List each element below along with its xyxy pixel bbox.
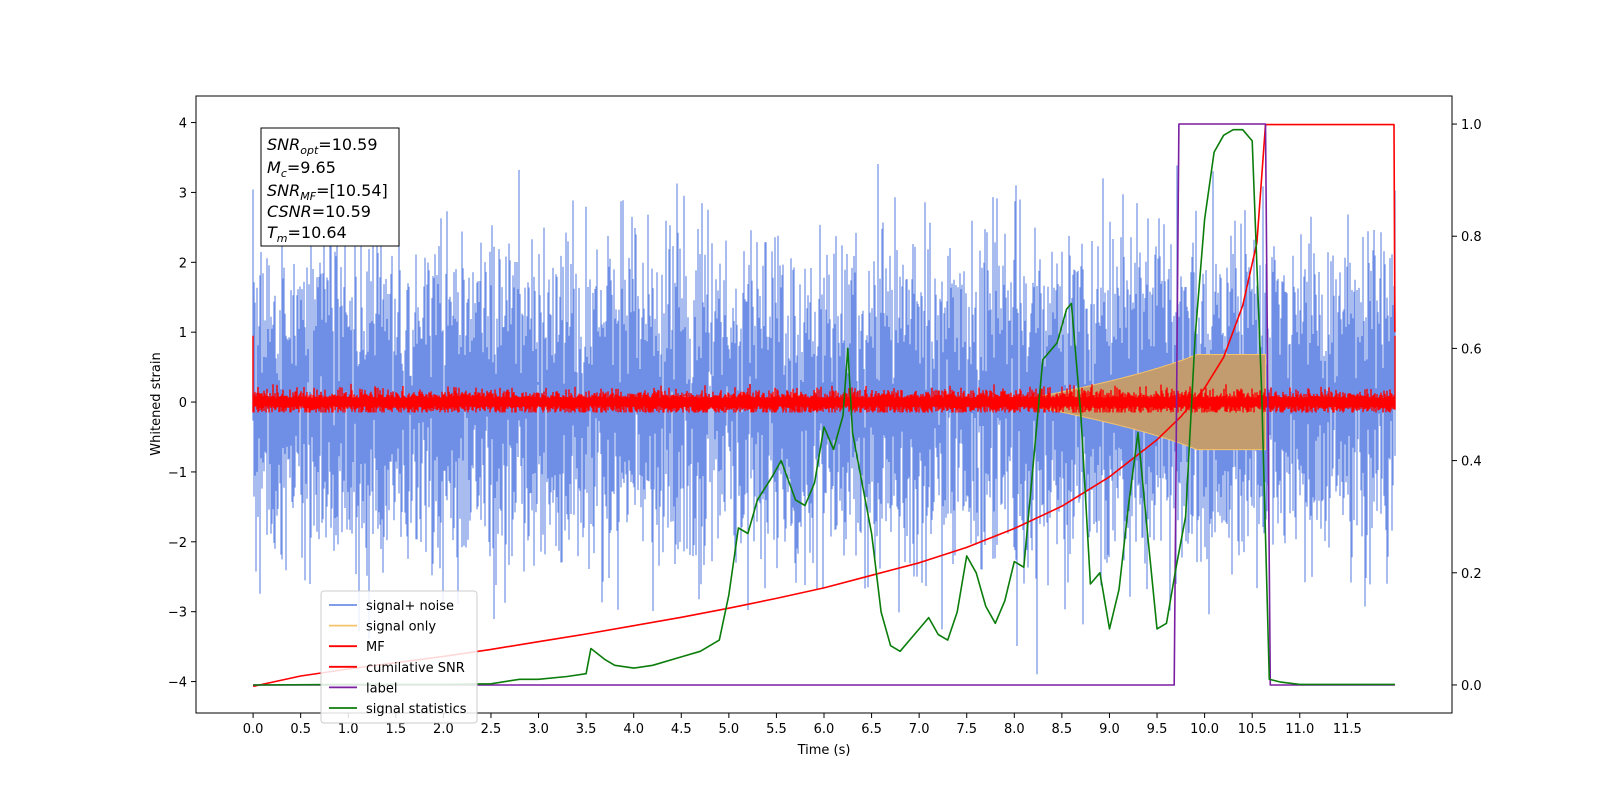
annotation-snr-opt: SNRopt=10.59 (267, 135, 378, 157)
y-tick-label: 4 (179, 117, 187, 132)
x-tick-label: 9.0 (1099, 722, 1120, 737)
y-tick-label: −1 (168, 466, 187, 481)
signal-statistics-line (253, 128, 1395, 686)
y-axis-left: −4 −3 −2 −1 0 1 2 3 4 (168, 117, 196, 691)
x-tick-label: 0.0 (243, 722, 264, 737)
mc-value: 9.65 (300, 158, 336, 177)
x-tick-label: 0.5 (290, 722, 311, 737)
x-tick-label: 2.5 (481, 722, 502, 737)
x-axis: 0.0 0.5 1.0 1.5 2.0 2.5 3.0 3.5 4.0 4.5 5.0 5.5 6.0 6… (243, 713, 1362, 737)
x-tick-label: 6.5 (861, 722, 882, 737)
y-tick-label: −2 (168, 536, 187, 551)
legend-frame (320, 590, 478, 724)
x-tick-label: 7.5 (956, 722, 977, 737)
csnr-value: 10.59 (325, 202, 371, 221)
x-tick-label: 8.5 (1052, 722, 1073, 737)
legend-entry: signal+ noise (366, 599, 454, 614)
y-tick-label: 1 (179, 326, 187, 341)
x-tick-label: 7.0 (909, 722, 930, 737)
annotation-csnr: CSNR=10.59 (267, 202, 371, 221)
y2-tick-label: 0.4 (1461, 455, 1482, 470)
x-tick-label: 9.5 (1147, 722, 1168, 737)
y2-tick-label: 0.2 (1461, 567, 1482, 582)
x-tick-label: 1.0 (338, 722, 359, 737)
snr-opt-value: 10.59 (332, 135, 378, 154)
x-tick-label: 4.0 (623, 722, 644, 737)
y-tick-label: 3 (179, 186, 187, 201)
x-tick-label: 11.0 (1285, 722, 1314, 737)
annotation-box: SNRopt=10.59 Mc=9.65 SNRMF=[10.54] CSNR=… (260, 127, 400, 247)
y-tick-label: 0 (179, 396, 187, 411)
tm-value: 10.64 (301, 223, 347, 242)
legend-entry: signal only (366, 620, 436, 635)
y2-tick-label: 1.0 (1461, 118, 1482, 133)
x-tick-label: 6.0 (814, 722, 835, 737)
x-tick-label: 10.0 (1190, 722, 1219, 737)
x-tick-label: 4.5 (671, 722, 692, 737)
legend-entry: cumilative SNR (366, 661, 465, 676)
x-tick-label: 3.0 (528, 722, 549, 737)
x-tick-label: 8.0 (1004, 722, 1025, 737)
legend: signal+ noise signal only MF cumilative SNR… (320, 590, 478, 724)
x-tick-label: 5.5 (766, 722, 787, 737)
annotation-mc: Mc=9.65 (267, 158, 336, 180)
x-axis-label: Time (s) (797, 743, 851, 758)
x-tick-label: 2.0 (433, 722, 454, 737)
x-tick-label: 11.5 (1333, 722, 1362, 737)
y-axis-label: Whitened strain (149, 352, 164, 455)
snr-mf-value: [10.54] (329, 181, 387, 200)
legend-entry: signal statistics (366, 702, 467, 717)
x-tick-label: 10.5 (1238, 722, 1267, 737)
y2-tick-label: 0.8 (1461, 230, 1482, 245)
y-tick-label: 2 (179, 256, 187, 271)
y-tick-label: −4 (168, 676, 187, 691)
annotation-tm: Tm=10.64 (267, 223, 347, 245)
label-line (253, 123, 1395, 686)
y-axis-right: 0.0 0.2 0.4 0.6 0.8 1.0 (1452, 118, 1482, 694)
mf-line (252, 335, 1396, 413)
x-tick-label: 3.5 (576, 722, 597, 737)
annotation-snr-mf: SNRMF=[10.54] (267, 181, 388, 203)
legend-entry: label (366, 681, 397, 696)
y2-tick-label: 0.0 (1461, 679, 1482, 694)
x-tick-label: 5.0 (719, 722, 740, 737)
annotation-frame (260, 127, 400, 247)
y-tick-label: −3 (168, 606, 187, 621)
x-tick-label: 1.5 (385, 722, 406, 737)
legend-entry: MF (366, 640, 385, 655)
mf-series (252, 335, 1396, 413)
y2-tick-label: 0.6 (1461, 342, 1482, 357)
